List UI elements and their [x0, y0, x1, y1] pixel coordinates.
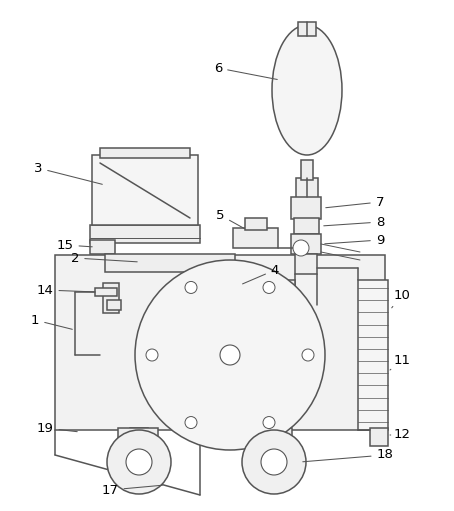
- Text: 4: 4: [242, 264, 279, 284]
- Text: 9: 9: [325, 234, 384, 246]
- Circle shape: [126, 449, 152, 475]
- Circle shape: [263, 416, 275, 429]
- Bar: [118, 428, 158, 444]
- Ellipse shape: [272, 25, 342, 155]
- Bar: [358, 280, 388, 430]
- Bar: [296, 178, 318, 198]
- Circle shape: [242, 430, 306, 494]
- Circle shape: [220, 345, 240, 365]
- Circle shape: [185, 282, 197, 293]
- Circle shape: [263, 282, 275, 293]
- Text: 1: 1: [31, 314, 72, 329]
- Bar: [295, 254, 317, 274]
- Bar: [100, 148, 190, 158]
- Bar: [233, 228, 278, 248]
- Text: 14: 14: [37, 284, 94, 296]
- Bar: [298, 22, 316, 36]
- Text: 8: 8: [324, 216, 384, 228]
- Circle shape: [261, 449, 287, 475]
- Text: 3: 3: [34, 161, 102, 184]
- Bar: [185, 280, 295, 305]
- Bar: [294, 218, 319, 234]
- Bar: [252, 428, 292, 444]
- Circle shape: [107, 430, 171, 494]
- Circle shape: [185, 416, 197, 429]
- Text: 6: 6: [214, 61, 277, 80]
- Text: 19: 19: [37, 422, 77, 434]
- Bar: [370, 428, 388, 446]
- Bar: [245, 218, 267, 230]
- Circle shape: [135, 260, 325, 450]
- Bar: [130, 428, 148, 446]
- Bar: [90, 240, 115, 254]
- Text: 11: 11: [390, 354, 410, 370]
- Circle shape: [263, 287, 273, 297]
- Circle shape: [190, 287, 200, 297]
- Circle shape: [250, 287, 260, 297]
- Bar: [265, 428, 283, 446]
- Bar: [55, 255, 385, 430]
- Text: 12: 12: [390, 429, 410, 442]
- Circle shape: [302, 349, 314, 361]
- Text: 10: 10: [392, 289, 410, 308]
- Circle shape: [200, 287, 210, 297]
- Circle shape: [293, 240, 309, 256]
- Bar: [291, 234, 321, 254]
- Bar: [105, 254, 235, 272]
- Text: 5: 5: [216, 208, 245, 228]
- Circle shape: [276, 287, 286, 297]
- Text: 15: 15: [56, 239, 92, 251]
- Circle shape: [146, 349, 158, 361]
- Bar: [291, 197, 321, 219]
- Text: 7: 7: [326, 196, 384, 208]
- Text: 18: 18: [303, 449, 394, 462]
- Text: 17: 17: [102, 483, 162, 497]
- Text: 2: 2: [71, 251, 137, 265]
- Bar: [103, 283, 119, 313]
- Bar: [90, 225, 200, 243]
- Bar: [301, 160, 313, 180]
- Bar: [107, 300, 121, 310]
- Bar: [95, 288, 117, 296]
- Bar: [92, 155, 198, 225]
